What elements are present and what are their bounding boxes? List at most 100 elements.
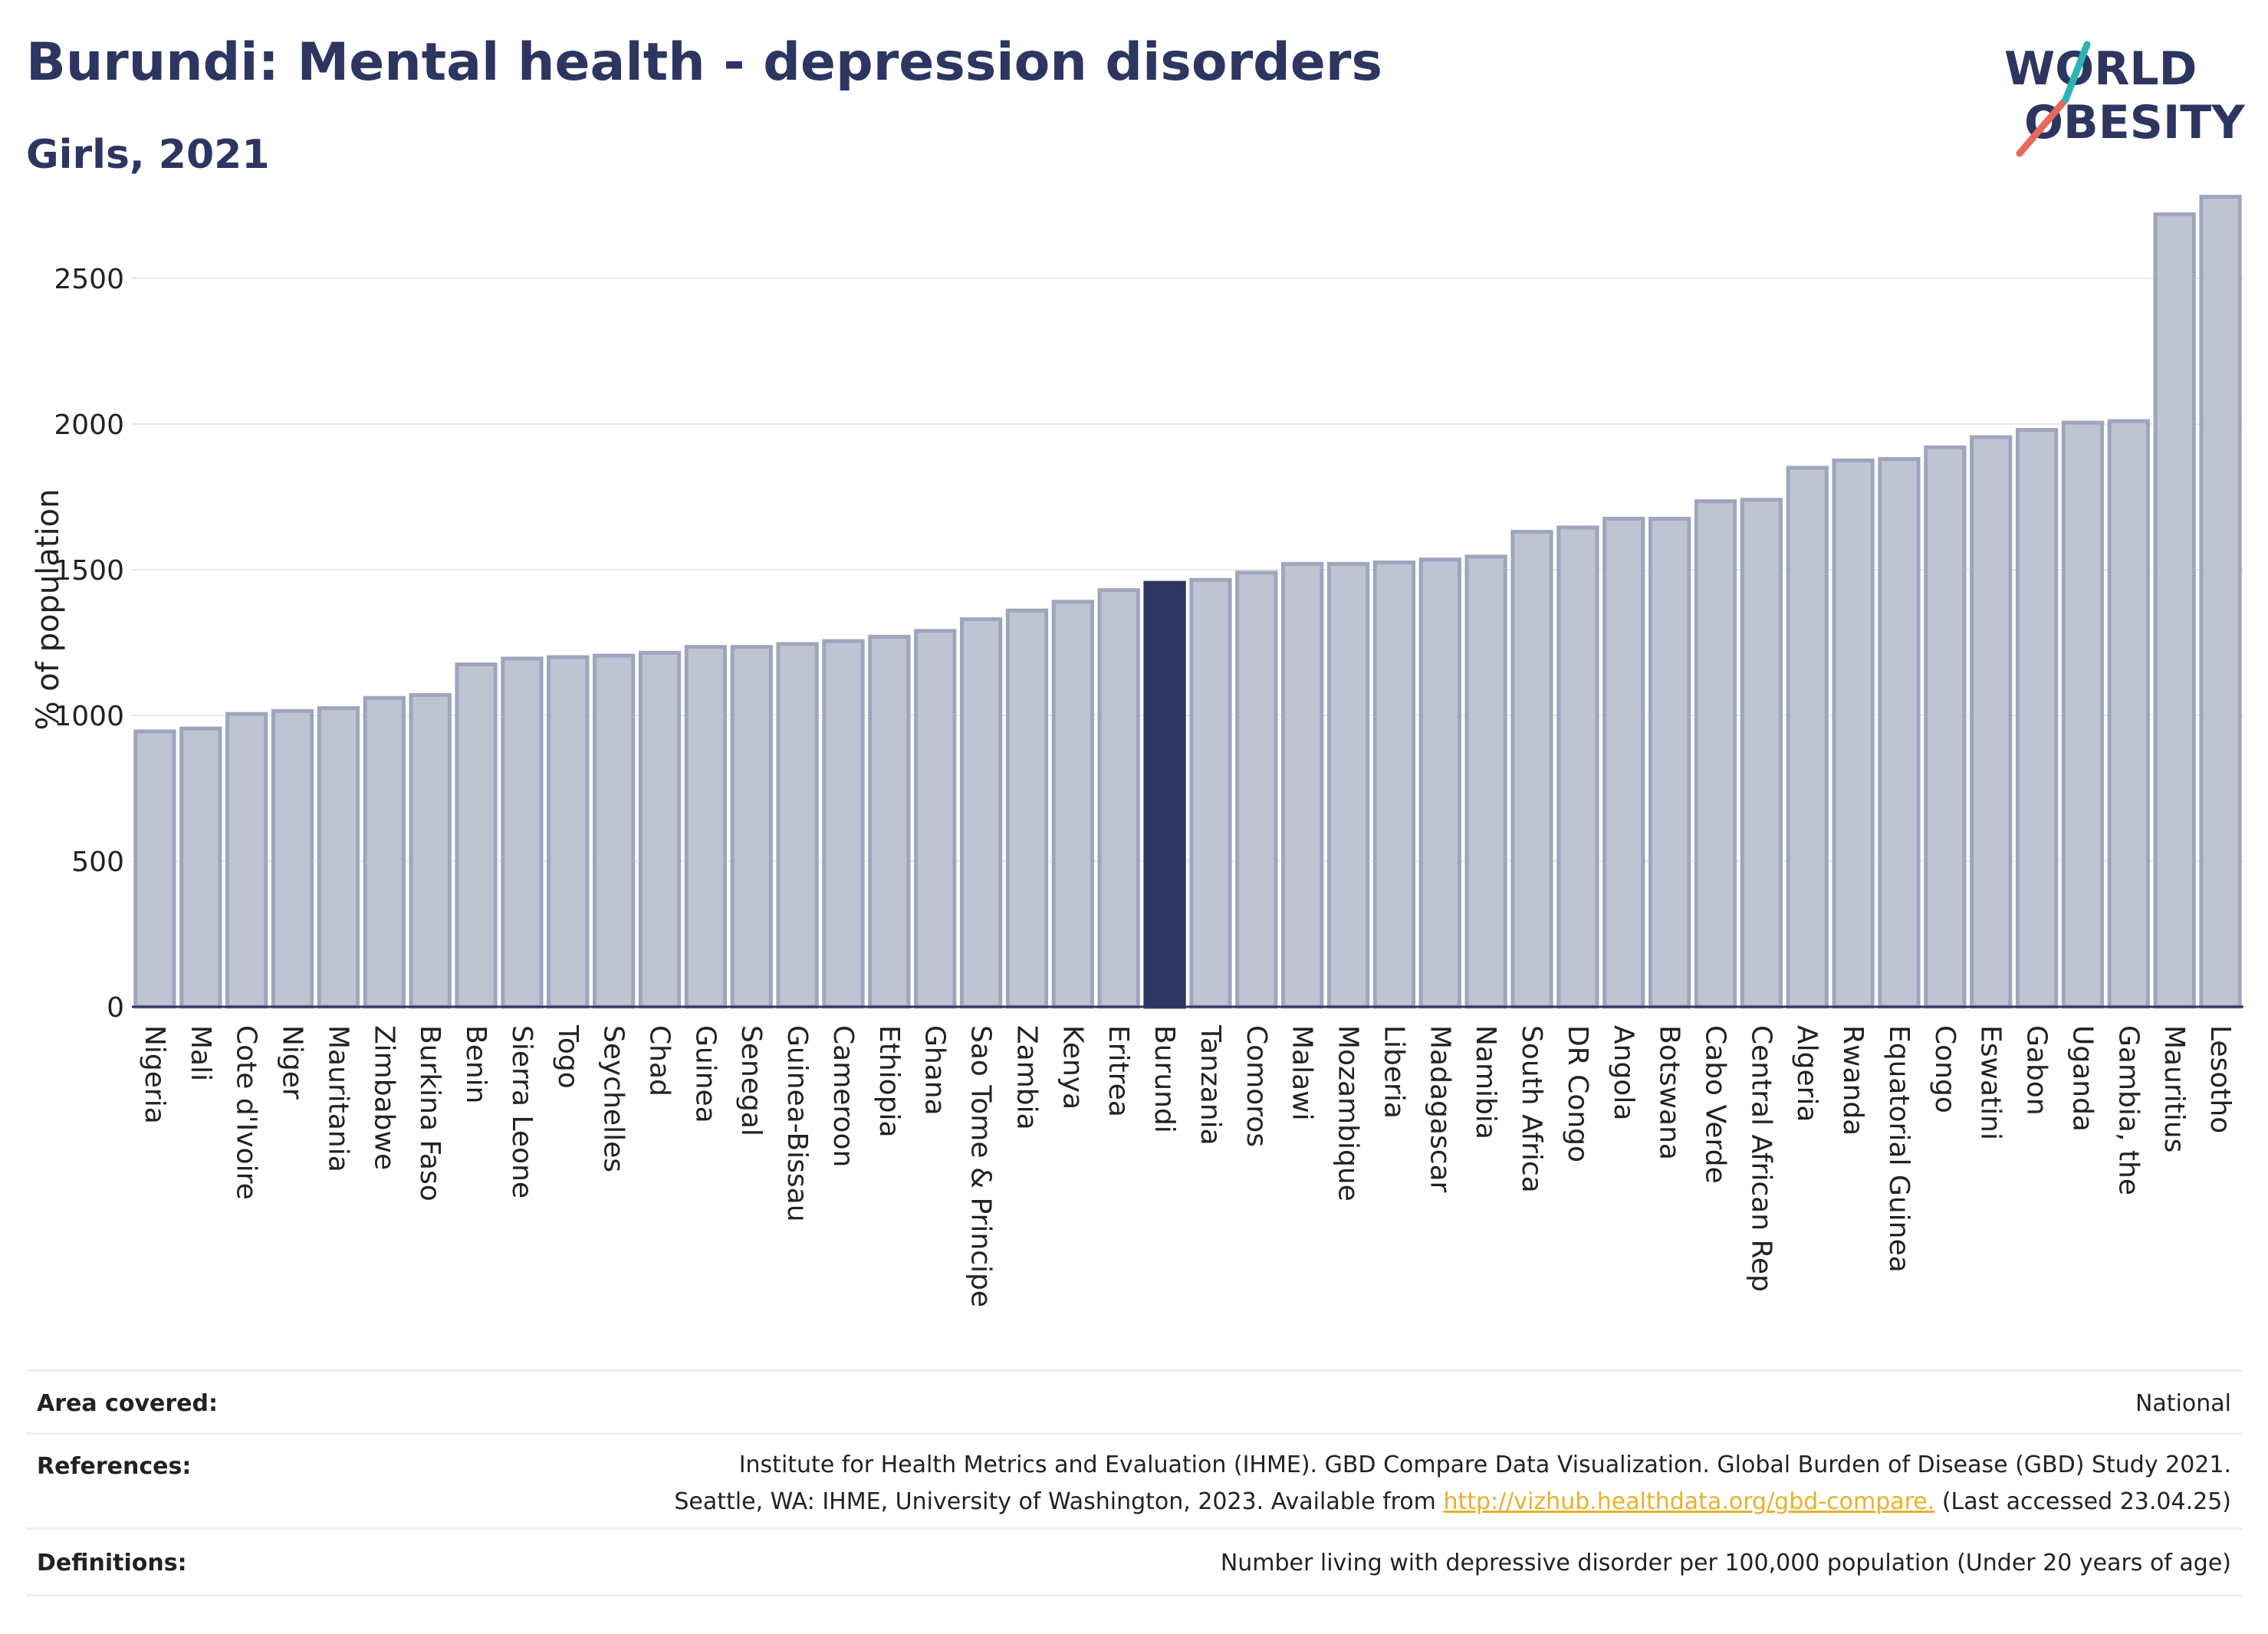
page-title: Burundi: Mental health - depression diso… (26, 32, 1382, 93)
area-covered-row: Area covered: National (26, 1369, 2242, 1435)
bar (1097, 588, 1140, 1009)
x-tick-label: Mozambique (1333, 1025, 1364, 1202)
bar (1694, 499, 1737, 1009)
bar (2015, 428, 2059, 1009)
bar (592, 653, 636, 1009)
bar (2199, 195, 2242, 1009)
y-tick-label: 1000 (54, 701, 124, 732)
bar (2107, 419, 2150, 1009)
bar (455, 662, 498, 1009)
bar (225, 712, 268, 1009)
area-covered-label: Area covered: (37, 1390, 218, 1417)
x-tick-label: Benin (460, 1025, 491, 1103)
x-tick-label: South Africa (1516, 1025, 1547, 1193)
x-tick-label: Niger (277, 1025, 308, 1100)
x-tick-label: Mali (185, 1025, 216, 1081)
x-tick-label: Ethiopia (873, 1025, 905, 1138)
references-line-2-text: Seattle, WA: IHME, University of Washing… (674, 1488, 1444, 1515)
bar (1556, 525, 1599, 1009)
x-tick-label: Uganda (2066, 1025, 2098, 1132)
references-value: Institute for Health Metrics and Evaluat… (674, 1447, 2231, 1521)
x-tick-label: Cameroon (827, 1025, 859, 1167)
bar (1326, 561, 1370, 1009)
definitions-value: Number living with depressive disorder p… (1220, 1550, 2231, 1576)
logo-slash-teal (2062, 41, 2091, 104)
x-tick-label: Eritrea (1103, 1025, 1134, 1117)
x-tick-label: Mauritius (2158, 1025, 2190, 1152)
world-obesity-logo: WORLD OBESITY (2004, 41, 2246, 157)
bar (1143, 580, 1186, 1009)
x-tick-label: Comoros (1241, 1025, 1272, 1147)
bar (1051, 600, 1094, 1009)
references-line-2: Seattle, WA: IHME, University of Washing… (674, 1484, 2231, 1521)
bar (317, 706, 360, 1009)
y-tick-label: 0 (107, 992, 124, 1024)
bar (730, 645, 773, 1009)
bar (638, 650, 682, 1009)
bar (1372, 561, 1416, 1009)
y-axis-label: % of population (31, 489, 66, 731)
bar (1832, 459, 1875, 1009)
x-tick-label: Cote d'Ivoire (231, 1025, 262, 1200)
x-tick-label: Guinea-Bissau (781, 1025, 813, 1222)
x-tick-label: Lesotho (2204, 1025, 2236, 1133)
x-tick-label: Central African Rep (1745, 1025, 1777, 1292)
bar (1510, 530, 1553, 1009)
x-tick-label: Cabo Verde (1700, 1025, 1731, 1184)
area-covered-value: National (2135, 1390, 2231, 1417)
bar (1924, 445, 1967, 1009)
x-tick-label: Zimbabwe (368, 1025, 399, 1170)
references-line-2-suffix: (Last accessed 23.04.25) (1934, 1488, 2231, 1515)
bar (2061, 420, 2105, 1009)
y-tick-label: 1500 (54, 555, 124, 587)
x-tick-label: Senegal (735, 1025, 767, 1136)
bar (868, 634, 911, 1009)
references-link[interactable]: http://vizhub.healthdata.org/gbd-compare… (1443, 1488, 1935, 1515)
x-tick-label: Nigeria (139, 1025, 170, 1124)
x-tick-label: Botswana (1654, 1025, 1685, 1160)
x-tick-label: Kenya (1057, 1025, 1088, 1110)
bar (1740, 498, 1783, 1009)
x-tick-label: Equatorial Guinea (1883, 1025, 1915, 1273)
bar (501, 656, 544, 1009)
logo-slash-red (2016, 96, 2069, 157)
x-tick-label: Burkina Faso (414, 1025, 445, 1202)
x-tick-label: Algeria (1791, 1025, 1823, 1123)
y-tick-label: 500 (71, 847, 124, 878)
bar (1189, 577, 1232, 1009)
bar (1235, 570, 1278, 1009)
bar (776, 642, 819, 1009)
x-tick-label: DR Congo (1562, 1025, 1593, 1162)
y-tick-label: 2500 (54, 264, 124, 295)
x-tick-label: Mauritania (322, 1025, 353, 1172)
bar (1418, 557, 1461, 1009)
x-tick-label: Sao Tome & Principe (965, 1025, 997, 1307)
bar (1648, 517, 1691, 1009)
bar (1602, 517, 1645, 1009)
x-tick-label: Tanzania (1195, 1024, 1226, 1146)
bar (1005, 608, 1049, 1009)
x-tick-label: Rwanda (1837, 1025, 1869, 1136)
references-row: References: Institute for Health Metrics… (26, 1432, 2242, 1530)
bar (959, 617, 1003, 1009)
bar (914, 629, 957, 1009)
bar (822, 639, 865, 1009)
x-tick-label: Ghana (919, 1025, 951, 1116)
bar (1878, 457, 1921, 1009)
definitions-label: Definitions: (37, 1550, 187, 1576)
x-tick-label: Namibia (1470, 1025, 1501, 1139)
bar (1970, 435, 2013, 1009)
references-label: References: (37, 1453, 192, 1480)
bar (1281, 561, 1324, 1009)
x-tick-label: Chad (644, 1025, 675, 1096)
bar (547, 655, 590, 1009)
x-tick-label: Seychelles (598, 1025, 629, 1172)
bar (363, 695, 406, 1009)
page-subtitle: Girls, 2021 (26, 132, 270, 178)
x-tick-label: Guinea (689, 1025, 721, 1123)
bar (1786, 465, 1829, 1009)
x-tick-label: Zambia (1011, 1025, 1042, 1130)
bar (133, 729, 176, 1009)
x-tick-label: Liberia (1378, 1025, 1409, 1119)
bar (2153, 212, 2196, 1009)
